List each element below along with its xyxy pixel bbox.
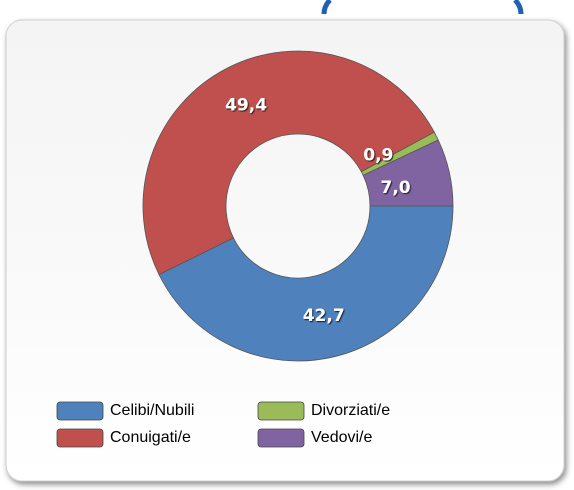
legend-swatch: [56, 401, 104, 421]
slice: [362, 139, 454, 207]
legend: Celibi/Nubili Conuigati/e Divorziati/e Vedo…: [56, 401, 390, 448]
legend-label: Celibi/Nubili: [110, 402, 194, 419]
legend-swatch: [56, 428, 104, 448]
title-fragment: [513, 0, 524, 15]
value-label: 49,4: [225, 96, 267, 116]
value-label: 7,0: [381, 178, 411, 198]
value-label: 0,9: [363, 145, 393, 165]
slice: [158, 205, 454, 362]
legend-swatch: [257, 401, 305, 421]
title-fragment: [321, 0, 332, 15]
donut: [142, 50, 454, 362]
legend-label: Conuigati/e: [110, 429, 191, 446]
legend-label: Divorziati/e: [311, 402, 390, 419]
value-labels: 42,7 49,4 0,9 7,0: [225, 96, 411, 326]
value-label: 42,7: [303, 306, 345, 326]
slice: [142, 50, 435, 276]
legend-swatch: [257, 428, 305, 448]
legend-label: Vedovi/e: [311, 429, 372, 446]
